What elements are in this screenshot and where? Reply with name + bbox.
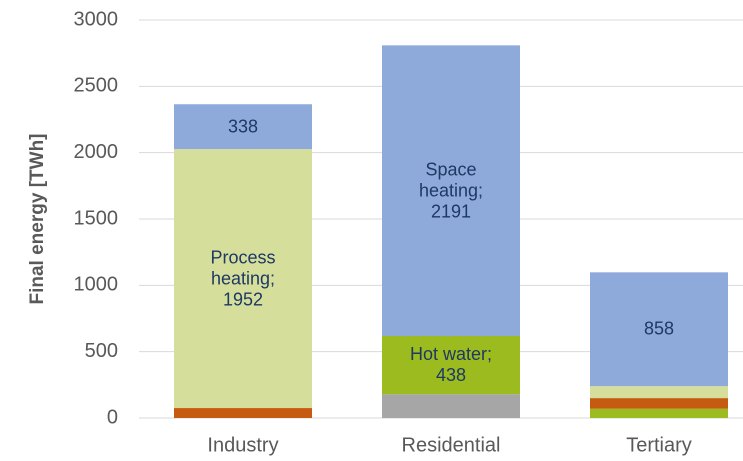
y-tick-label: 3000 <box>74 8 119 30</box>
bar-segment <box>382 336 520 395</box>
y-tick-label: 2000 <box>74 141 119 163</box>
value-label: Hot water; 438 <box>409 344 493 386</box>
value-label: Space heating; 2191 <box>418 159 484 222</box>
value-label: 858 <box>643 318 675 339</box>
value-label: 338 <box>227 116 259 137</box>
x-tick-label: Tertiary <box>626 434 692 456</box>
bar-segment <box>590 398 728 409</box>
bar-segment <box>174 149 312 409</box>
y-tick-label: 1000 <box>74 274 119 296</box>
value-label: Process heating; 1952 <box>210 247 276 310</box>
y-tick-label: 2500 <box>74 75 119 97</box>
y-tick-label: 0 <box>107 406 118 428</box>
x-tick-label: Industry <box>207 434 278 456</box>
bar-segment <box>590 408 728 418</box>
bar-segment <box>590 272 728 387</box>
bar-segment <box>382 394 520 418</box>
bar-segment <box>174 408 312 418</box>
bar-segment <box>382 45 520 337</box>
x-tick-label: Residential <box>402 434 501 456</box>
bar-segment <box>174 104 312 150</box>
bar-segment <box>590 386 728 399</box>
y-tick-label: 500 <box>85 340 118 362</box>
y-tick-label: 1500 <box>74 207 119 229</box>
y-axis-label: Final energy [TWh] <box>27 134 48 305</box>
